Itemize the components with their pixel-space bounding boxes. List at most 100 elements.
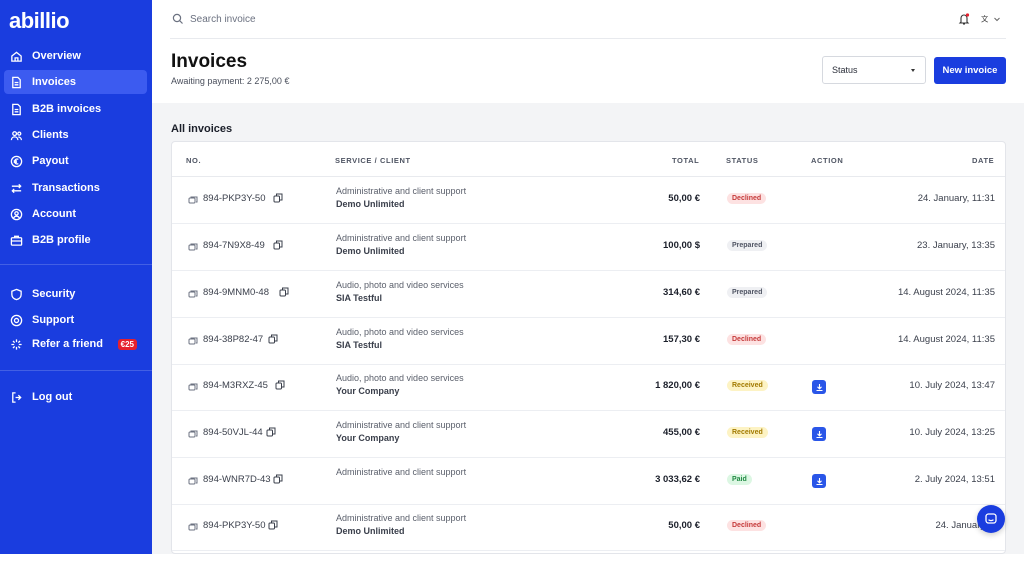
sidebar-item-label: Account [32,208,76,220]
table-row[interactable]: 894-PKP3Y-50 Administrative and client su… [172,177,1005,224]
status-badge: Declined [727,520,767,531]
sidebar-item-security[interactable]: Security [4,282,147,306]
invoice-total: 50,00 € [668,520,700,531]
sidebar-item-label: Log out [32,391,73,403]
client-name: Demo Unlimited [336,526,405,536]
link-icon [188,337,198,345]
user-icon [9,207,23,221]
invoice-total: 3 033,62 € [655,474,700,485]
sidebar-item-label: Clients [32,129,69,141]
search-input[interactable] [190,10,490,28]
chat-launcher-button[interactable] [977,505,1005,533]
column-header-action: ACTION [811,156,844,165]
awaiting-payment: Awaiting payment: 2 275,00 € [171,76,289,86]
arrows-icon [9,181,23,195]
download-icon [816,477,822,485]
invoices-table: NO. SERVICE / CLIENT TOTAL STATUS ACTION… [171,141,1006,554]
sidebar-item-account[interactable]: Account [4,202,147,226]
sidebar-item-label: Security [32,288,76,300]
status-filter-label: Status [832,65,858,75]
sidebar-item-support[interactable]: Support [4,308,147,332]
sidebar-item-label: Transactions [32,182,100,194]
copy-icon[interactable] [266,427,276,437]
link-icon [188,523,198,531]
invoice-total: 314,60 € [663,287,700,298]
invoice-number[interactable]: 894-PKP3Y-50 [203,193,266,204]
sidebar-item-transactions[interactable]: Transactions [4,176,147,200]
table-row[interactable]: 894-9MNM0-48 Audio, photo and video servi… [172,271,1005,318]
briefcase-icon [9,233,23,247]
invoice-total: 100,00 $ [663,240,700,251]
table-row[interactable]: 894-M3RXZ-45 Audio, photo and video servi… [172,364,1005,411]
invoice-number[interactable]: 894-7N9X8-49 [203,240,265,251]
document-icon [9,75,23,89]
link-icon [188,383,198,391]
sidebar-item-refer-a-friend[interactable]: Refer a friend €25 [4,332,147,356]
invoice-date: 2. July 2024, 13:51 [914,474,995,485]
download-button[interactable] [812,427,826,441]
table-row[interactable]: 894-WNR7D-43 Administrative and client su… [172,458,1005,505]
table-row[interactable]: 894-50VJL-44 Administrative and client su… [172,411,1005,458]
status-badge: Prepared [727,240,768,251]
invoice-number[interactable]: 894-38P82-47 [203,334,264,345]
column-header-date: DATE [972,156,995,165]
invoice-number[interactable]: 894-WNR7D-43 [203,474,271,485]
table-row[interactable]: 894-PKP3Y-50 Administrative and client su… [172,504,1005,551]
copy-icon[interactable] [268,334,278,344]
invoice-number[interactable]: 894-9MNM0-48 [203,287,269,298]
sidebar-item-logout[interactable]: Log out [4,385,147,409]
invoice-date: 23. January, 13:35 [917,240,995,251]
search-icon [172,13,183,24]
table-row[interactable]: 894-7N9X8-49 Administrative and client su… [172,224,1005,271]
sidebar-item-payout[interactable]: Payout [4,149,147,173]
sidebar-item-label: Support [32,314,75,326]
sidebar-item-invoices[interactable]: Invoices [4,70,147,94]
caret-down-icon [911,69,915,72]
status-filter-select[interactable]: Status [822,56,926,84]
link-icon [188,430,198,438]
column-header-status: STATUS [726,156,759,165]
sidebar-item-overview[interactable]: Overview [4,44,147,68]
help-icon [9,313,23,327]
link-icon [188,196,198,204]
download-icon [816,383,822,391]
status-badge: Declined [727,193,767,204]
notification-icon[interactable] [958,12,970,26]
copy-icon[interactable] [279,287,289,297]
invoice-number[interactable]: 894-PKP3Y-50 [203,520,266,531]
service-name: Audio, photo and video services [336,373,464,383]
top-bar-divider [170,38,1006,39]
copy-icon[interactable] [273,240,283,250]
awaiting-payment-label: Awaiting payment: [171,76,245,86]
brand-logo[interactable]: abillio [9,8,70,33]
link-icon [188,243,198,251]
column-header-no: NO. [186,156,202,165]
sidebar-item-label: Invoices [32,76,77,88]
copy-icon[interactable] [273,474,283,484]
sidebar-item-label: Refer a friend [32,338,103,350]
table-row[interactable]: 894-38P82-47 Audio, photo and video servi… [172,318,1005,365]
chevron-down-icon[interactable] [993,12,1001,26]
top-bar: 文 [152,0,1024,38]
copy-icon[interactable] [273,193,283,203]
users-icon [9,128,23,142]
copy-icon[interactable] [275,380,285,390]
language-icon[interactable]: 文 [981,12,992,26]
page-header: Invoices Awaiting payment: 2 275,00 € St… [152,39,1024,103]
client-name: SIA Testful [336,340,383,350]
sidebar-item-label: B2B invoices [32,103,102,115]
new-invoice-button[interactable]: New invoice [934,57,1006,84]
service-name: Audio, photo and video services [336,327,464,337]
sparkle-icon [9,337,23,351]
invoice-number[interactable]: 894-50VJL-44 [203,427,263,438]
sidebar-item-b2b-profile[interactable]: B2B profile [4,228,147,252]
download-button[interactable] [812,474,826,488]
column-header-total: TOTAL [672,156,700,165]
invoice-number[interactable]: 894-M3RXZ-45 [203,380,268,391]
logout-icon [9,390,23,404]
sidebar-item-b2b-invoices[interactable]: B2B invoices [4,97,147,121]
copy-icon[interactable] [268,520,278,530]
client-name: Demo Unlimited [336,246,405,256]
download-button[interactable] [812,380,826,394]
sidebar-item-clients[interactable]: Clients [4,123,147,147]
